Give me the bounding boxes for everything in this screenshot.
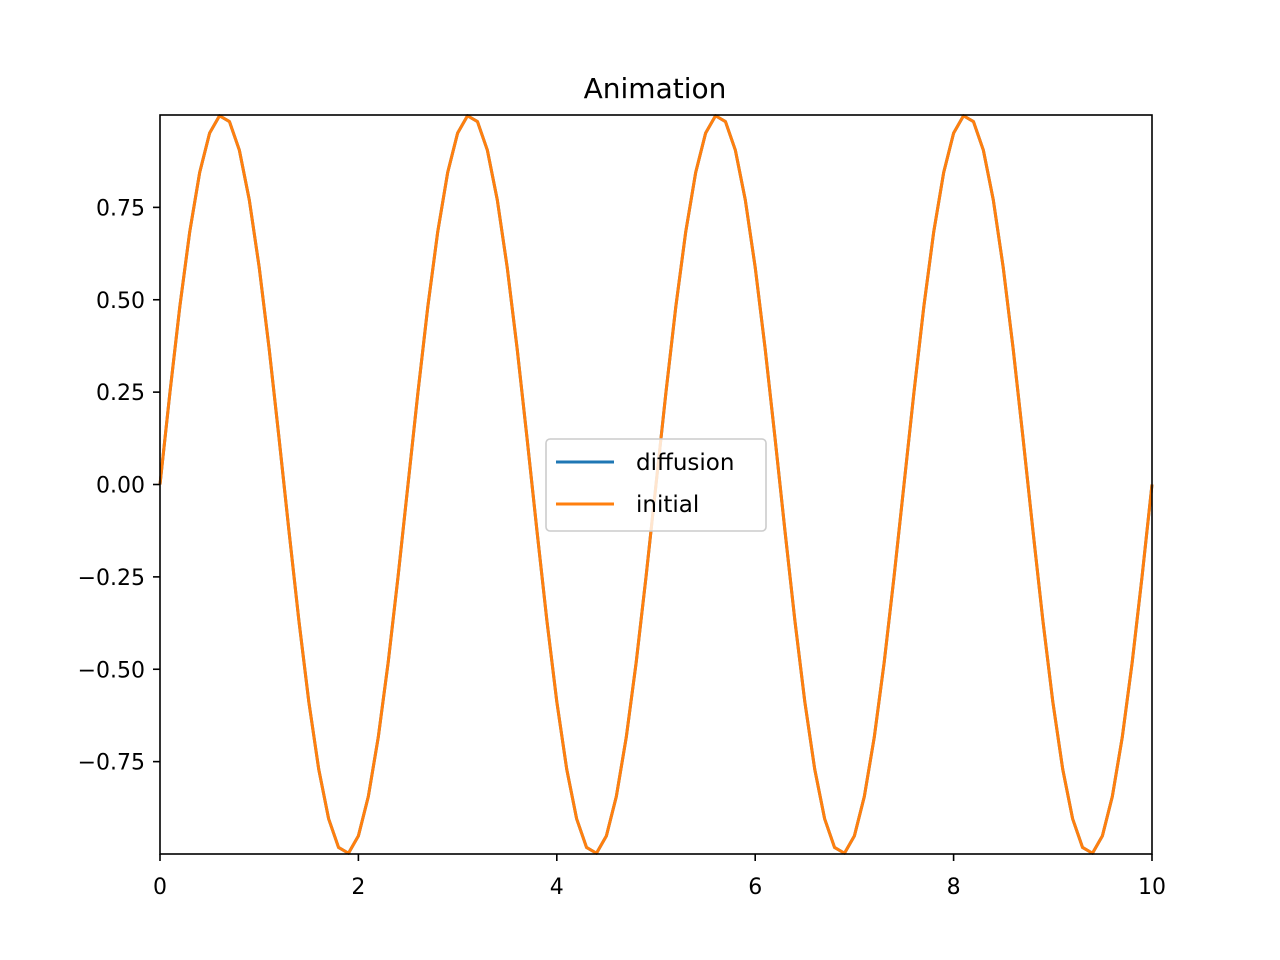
y-tick-label: 0.50 (96, 289, 145, 314)
y-axis: −0.75 −0.50 −0.25 0.00 0.25 0.50 0.75 (78, 196, 160, 776)
x-tick-label: 8 (947, 875, 961, 900)
legend-label-diffusion: diffusion (636, 450, 734, 476)
x-tick-label: 6 (748, 875, 762, 900)
legend: diffusion initial (545, 438, 767, 532)
y-tick-label: 0.00 (96, 474, 145, 499)
x-tick-label: 10 (1138, 875, 1166, 900)
legend-label-initial: initial (636, 492, 699, 518)
x-tick-label: 4 (550, 875, 564, 900)
y-tick-label: −0.75 (78, 751, 145, 776)
y-tick-label: 0.25 (96, 381, 145, 406)
y-tick-label: 0.75 (96, 196, 145, 221)
chart-title: Animation (584, 72, 727, 105)
y-tick-label: −0.25 (78, 566, 145, 591)
y-tick-label: −0.50 (78, 658, 145, 683)
x-tick-label: 0 (153, 875, 167, 900)
x-tick-label: 2 (351, 875, 365, 900)
x-axis: 0 2 4 6 8 10 (153, 854, 1166, 900)
